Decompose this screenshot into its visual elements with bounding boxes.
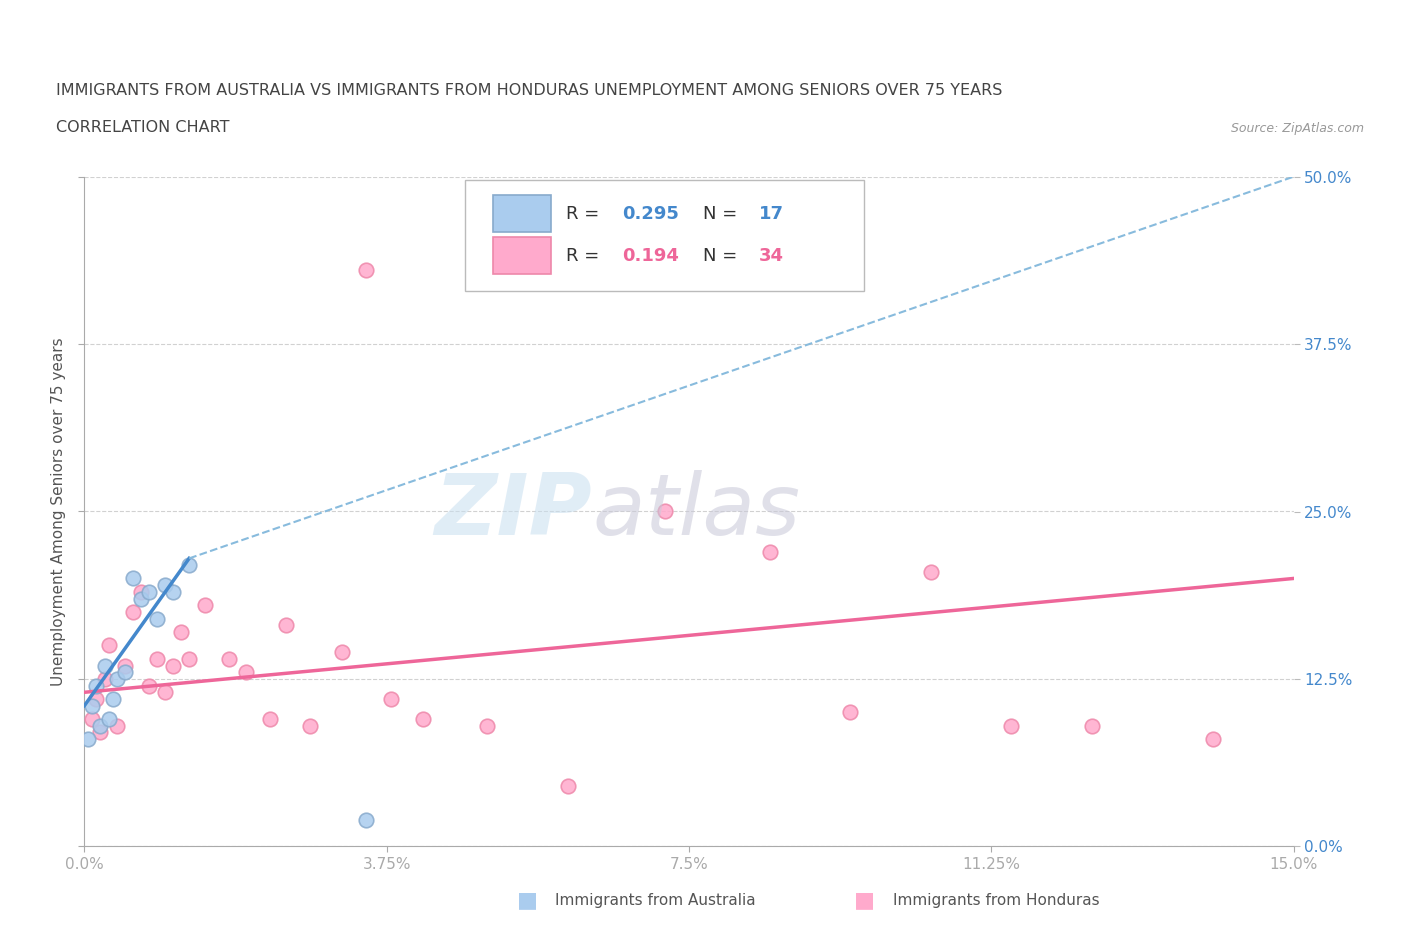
Point [86,692,108,707]
Point [101,692,124,707]
Point [97,638,120,653]
Text: Source: ZipAtlas.com: Source: ZipAtlas.com [1230,122,1364,135]
Point [274,618,297,632]
Point [380,692,402,707]
Point [129,591,152,606]
Point [235,665,257,680]
Point [121,604,143,619]
Text: atlas: atlas [592,470,800,553]
Point [138,678,160,693]
Text: IMMIGRANTS FROM AUSTRALIA VS IMMIGRANTS FROM HONDURAS UNEMPLOYMENT AMONG SENIORS: IMMIGRANTS FROM AUSTRALIA VS IMMIGRANTS … [56,83,1002,98]
Text: CORRELATION CHART: CORRELATION CHART [56,120,229,135]
Point [259,711,281,726]
Text: 17: 17 [759,205,785,222]
Point [356,812,378,827]
Y-axis label: Unemployment Among Seniors over 75 years: Unemployment Among Seniors over 75 years [51,338,66,685]
Point [170,625,193,640]
Point [299,718,322,733]
Point [758,544,780,559]
Point [114,665,136,680]
Text: ■: ■ [517,890,537,910]
Point [77,732,100,747]
Point [839,705,862,720]
Point [153,578,176,592]
Text: R =: R = [565,205,605,222]
Point [194,598,217,613]
Text: Immigrants from Honduras: Immigrants from Honduras [893,893,1099,908]
Point [86,678,108,693]
Point [121,571,143,586]
Point [138,584,160,599]
Text: N =: N = [703,205,744,222]
Text: 0.194: 0.194 [623,246,679,265]
Point [82,711,104,726]
FancyBboxPatch shape [494,237,551,274]
Point [557,778,579,793]
Point [93,671,115,686]
Point [179,651,201,666]
Point [654,504,676,519]
Point [114,658,136,673]
Point [146,611,169,626]
Text: Immigrants from Australia: Immigrants from Australia [555,893,756,908]
Point [129,584,152,599]
Point [1000,718,1022,733]
Text: N =: N = [703,246,744,265]
Point [105,718,128,733]
Text: R =: R = [565,246,605,265]
Point [179,558,201,573]
Text: 34: 34 [759,246,785,265]
Point [477,718,499,733]
Point [97,711,120,726]
Point [89,718,111,733]
Point [412,711,434,726]
FancyBboxPatch shape [494,195,551,232]
Point [162,658,184,673]
Point [162,584,184,599]
Point [1202,732,1225,747]
Point [105,671,128,686]
Text: 0.295: 0.295 [623,205,679,222]
Point [356,263,378,278]
Point [153,684,176,699]
Point [920,565,942,579]
Text: ■: ■ [855,890,875,910]
Point [93,658,115,673]
Point [1081,718,1104,733]
Point [82,698,104,713]
Point [218,651,240,666]
Point [146,651,169,666]
FancyBboxPatch shape [465,180,865,290]
Text: ZIP: ZIP [434,470,592,553]
Point [330,644,353,659]
Point [89,725,111,740]
